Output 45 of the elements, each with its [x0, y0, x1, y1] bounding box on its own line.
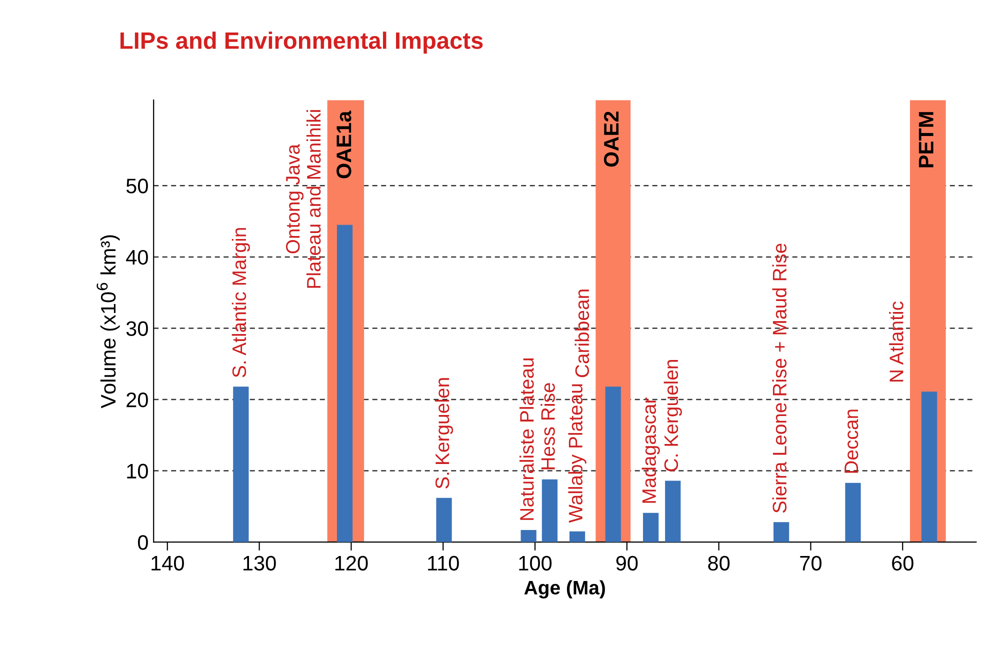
bar — [542, 479, 558, 542]
bar — [665, 480, 681, 542]
y-tick-label: 50 — [126, 178, 148, 194]
x-tick-label: 70 — [800, 556, 822, 571]
y-tick-label: 40 — [126, 250, 148, 265]
x-tick-label: 130 — [244, 556, 276, 571]
x-tick-label: 120 — [335, 556, 368, 571]
x-axis-title: Age (Ma) — [524, 580, 605, 598]
bar — [642, 512, 659, 542]
bar — [569, 531, 586, 542]
bar — [605, 386, 621, 542]
y-tick-label: 0 — [138, 535, 148, 550]
x-tick-label: 90 — [616, 556, 638, 571]
annotation: Madagascar — [642, 398, 660, 503]
x-tick-label: 100 — [519, 556, 552, 571]
x-tick-label: 60 — [892, 556, 914, 571]
annotation: Ontong Java Plateau and Manihiki — [286, 110, 321, 288]
band-label: OAE1a — [336, 110, 352, 178]
annotation: Deccan — [844, 410, 858, 473]
annotation: N Atlantic — [889, 301, 904, 382]
band-label: PETM — [918, 112, 934, 168]
y-tick-label: 30 — [126, 321, 148, 336]
bar — [336, 224, 353, 542]
annotation: Wallaby Plateau — [568, 384, 586, 523]
x-tick-label: 80 — [708, 556, 730, 571]
x-tick-label: 140 — [152, 556, 184, 571]
annotation: Naturaliste Plateau — [520, 358, 534, 520]
bar — [845, 482, 861, 542]
annotation: Sierra Leone Rise + Maud Rise — [772, 244, 787, 513]
y-axis-title: Volume (x10$^{6}$ km³) — [96, 235, 120, 408]
bar — [773, 522, 790, 542]
annotation: S. Kerguelen — [434, 378, 454, 488]
chart-title: LIPs and Environmental Impacts — [120, 32, 483, 54]
bar — [233, 386, 249, 542]
annotation: Hess Rise — [540, 383, 555, 470]
x-tick-label: 110 — [428, 556, 459, 571]
annotation: Caribbean — [574, 290, 590, 378]
bar — [520, 530, 536, 542]
y-tick-label: 20 — [126, 392, 148, 408]
bar — [921, 392, 938, 542]
y-tick-label: 10 — [127, 464, 148, 479]
band-label: OAE2 — [604, 112, 619, 167]
bar — [436, 498, 452, 542]
annotation: C. Kerguelen — [664, 360, 682, 472]
annotation: S. Atlantic Margin — [232, 228, 250, 378]
